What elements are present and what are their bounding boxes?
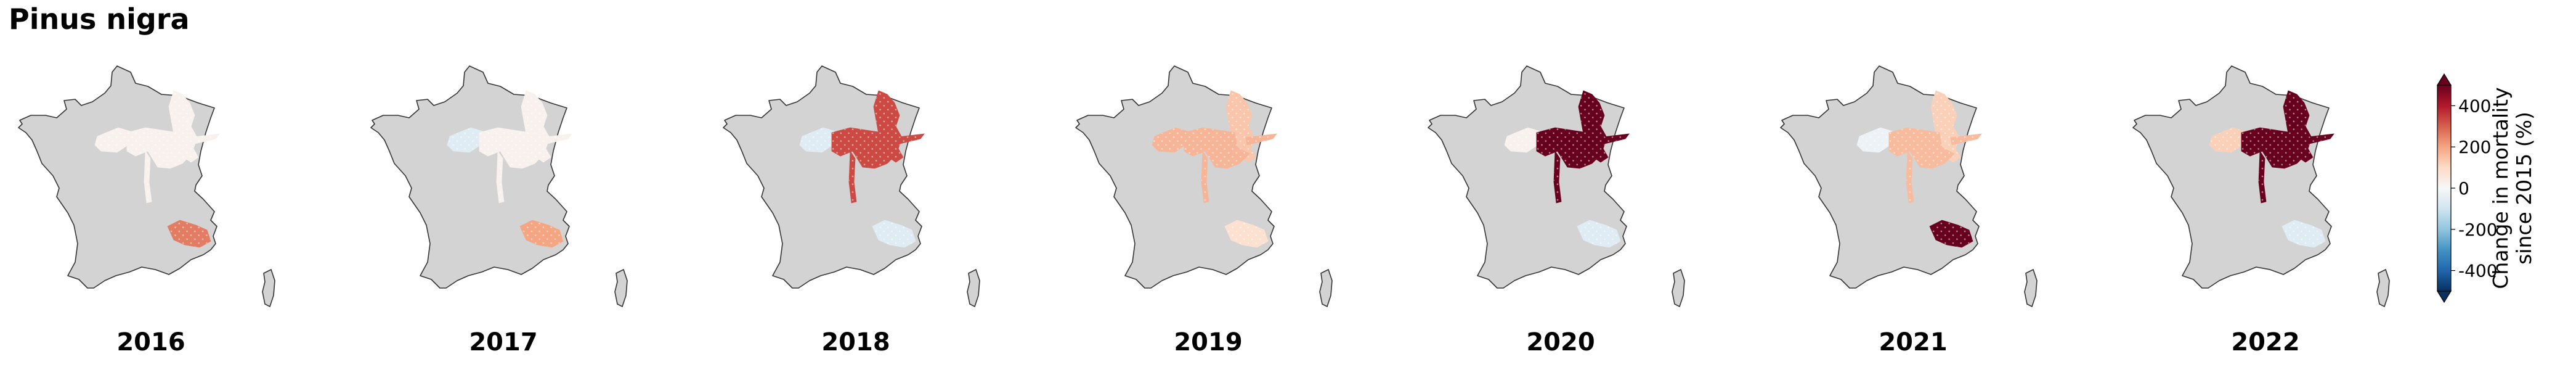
france-outline bbox=[1076, 66, 1274, 288]
corsica-outline bbox=[1672, 270, 1684, 307]
colorbar-extend-max bbox=[2437, 74, 2451, 85]
map-panel-2019 bbox=[1076, 59, 1341, 330]
colorbar-label-line1: Change in mortality bbox=[2489, 28, 2513, 348]
corsica-outline bbox=[615, 270, 627, 307]
map-panel-2020 bbox=[1428, 59, 1693, 330]
france-map bbox=[723, 59, 988, 330]
france-map bbox=[1428, 59, 1693, 330]
corsica-outline bbox=[2025, 270, 2037, 307]
year-label: 2019 bbox=[1076, 328, 1341, 357]
france-map bbox=[1781, 59, 2046, 330]
france-outline bbox=[2133, 66, 2331, 288]
france-outline bbox=[18, 66, 217, 288]
colorbar-tick-label: 400 bbox=[2458, 96, 2491, 116]
colorbar-tick-label: 200 bbox=[2458, 137, 2491, 157]
map-panel-2018 bbox=[723, 59, 988, 330]
france-map bbox=[1076, 59, 1341, 330]
year-label: 2020 bbox=[1428, 328, 1693, 357]
colorbar-gradient bbox=[2437, 85, 2451, 291]
colorbar-tick-label: 0 bbox=[2458, 178, 2469, 199]
map-panel-2016 bbox=[18, 59, 283, 330]
map-panel-2021 bbox=[1781, 59, 2046, 330]
corsica-outline bbox=[1320, 270, 1332, 307]
year-label: 2022 bbox=[2133, 328, 2398, 357]
france-outline bbox=[1781, 66, 1979, 288]
year-label: 2017 bbox=[371, 328, 636, 357]
france-outline bbox=[1428, 66, 1627, 288]
colorbar-extend-min bbox=[2437, 291, 2451, 302]
figure-title: Pinus nigra bbox=[9, 2, 190, 36]
colorbar-label: Change in mortality since 2015 (%) bbox=[2489, 28, 2536, 348]
year-label: 2016 bbox=[18, 328, 283, 357]
france-map bbox=[18, 59, 283, 330]
year-label: 2021 bbox=[1781, 328, 2046, 357]
map-panel-2017 bbox=[371, 59, 636, 330]
corsica-outline bbox=[967, 270, 980, 307]
france-map bbox=[2133, 59, 2398, 330]
colorbar-label-line2: since 2015 (%) bbox=[2513, 28, 2536, 348]
map-panel-2022 bbox=[2133, 59, 2398, 330]
france-map bbox=[371, 59, 636, 330]
france-outline bbox=[723, 66, 922, 288]
france-outline bbox=[371, 66, 569, 288]
year-label: 2018 bbox=[723, 328, 988, 357]
corsica-outline bbox=[262, 270, 275, 307]
corsica-outline bbox=[2377, 270, 2389, 307]
